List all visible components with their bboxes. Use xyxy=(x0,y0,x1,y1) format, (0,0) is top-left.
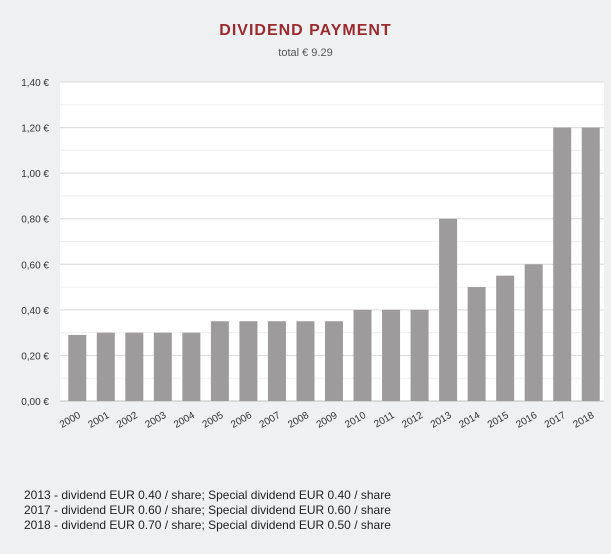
bar xyxy=(553,127,572,402)
bar xyxy=(153,332,172,401)
y-tick-label: 0,20 € xyxy=(21,351,49,362)
y-tick-label: 0,00 € xyxy=(21,397,49,408)
y-tick-label: 0,80 € xyxy=(21,215,49,226)
footnote: 2013 - dividend EUR 0.40 / share; Specia… xyxy=(24,488,391,502)
bar xyxy=(467,287,486,401)
x-tick-label: 2015 xyxy=(486,410,511,431)
x-tick-label: 2004 xyxy=(172,410,197,431)
y-tick-label: 0,60 € xyxy=(21,260,49,271)
x-tick-label: 2010 xyxy=(343,410,368,431)
x-tick-label: 2009 xyxy=(315,410,340,431)
x-tick-label: 2001 xyxy=(87,410,112,431)
x-tick-label: 2003 xyxy=(144,410,169,431)
bar xyxy=(325,321,343,401)
x-tick-label: 2012 xyxy=(400,410,425,431)
bar xyxy=(524,264,543,401)
y-tick-label: 0,40 € xyxy=(21,306,49,317)
y-tick-label: 1,00 € xyxy=(21,169,49,180)
x-tick-label: 2000 xyxy=(58,410,83,431)
footnotes: 2013 - dividend EUR 0.40 / share; Specia… xyxy=(24,488,391,533)
x-tick-label: 2014 xyxy=(457,410,482,431)
bar xyxy=(496,275,515,401)
bar xyxy=(125,332,144,401)
x-tick-label: 2007 xyxy=(258,410,283,431)
x-tick-label: 2016 xyxy=(514,410,539,431)
bar xyxy=(382,309,401,401)
x-tick-label: 2011 xyxy=(372,410,397,430)
bar xyxy=(410,309,429,401)
bar xyxy=(210,321,229,401)
chart-title: DIVIDEND PAYMENT xyxy=(219,22,392,39)
x-tick-label: 2008 xyxy=(286,410,311,431)
x-tick-label: 2013 xyxy=(429,410,454,431)
y-tick-label: 1,20 € xyxy=(21,124,49,135)
bar xyxy=(581,127,600,402)
bar xyxy=(68,334,87,401)
bar xyxy=(296,321,315,401)
y-tick-label: 1,40 € xyxy=(21,78,49,89)
bar xyxy=(182,332,201,401)
bar xyxy=(267,321,286,401)
x-tick-label: 2002 xyxy=(115,410,140,431)
x-tick-label: 2006 xyxy=(229,410,254,431)
x-tick-label: 2017 xyxy=(543,410,568,431)
bar xyxy=(439,218,458,401)
footnote: 2017 - dividend EUR 0.60 / share; Specia… xyxy=(24,503,391,517)
bar xyxy=(353,309,372,401)
footnote: 2018 - dividend EUR 0.70 / share; Specia… xyxy=(24,518,391,532)
x-tick-label: 2005 xyxy=(201,410,226,431)
x-tick-label: 2018 xyxy=(571,410,596,431)
bar xyxy=(239,321,258,401)
chart-subtitle: total € 9.29 xyxy=(278,47,333,59)
bar xyxy=(96,332,115,401)
